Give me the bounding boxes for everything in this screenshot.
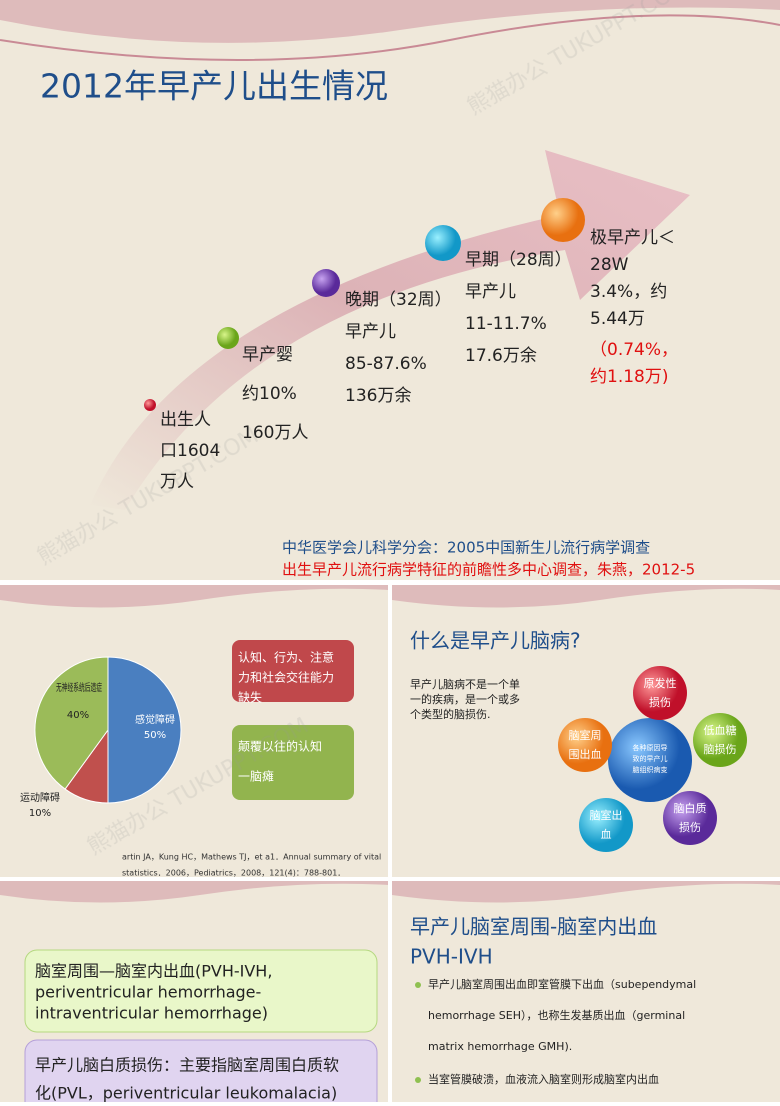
slide-title: 2012年早产儿出生情况 bbox=[40, 67, 388, 106]
stage-text: 160万人 bbox=[242, 423, 308, 443]
node-text: 脑损伤 bbox=[704, 742, 737, 756]
center-text: 各种原因导 bbox=[633, 743, 668, 752]
stage-text: 85-87.6% bbox=[345, 354, 427, 374]
node-text: 低血糖 bbox=[704, 723, 737, 737]
stage-text: 口1604 bbox=[160, 441, 220, 461]
stage-text: 万人 bbox=[160, 472, 194, 492]
body-text: 一的疾病，是一个或多 bbox=[410, 692, 520, 706]
slide-title: PVH-IVH bbox=[410, 945, 493, 969]
stage-text: 早产婴 bbox=[242, 345, 293, 365]
node-text: 脑室周 bbox=[569, 728, 602, 742]
pie-label: 感觉障碍 bbox=[135, 713, 175, 726]
node-text: 损伤 bbox=[679, 820, 701, 834]
slide-title: 早产儿脑室周围-脑室内出血 bbox=[410, 915, 657, 939]
node-text: 脑白质 bbox=[674, 801, 707, 815]
stage-text: 约10% bbox=[242, 384, 297, 404]
stage-note: （0.74%， bbox=[590, 340, 678, 360]
node-text: 围出血 bbox=[569, 747, 602, 761]
box-text: 颠覆以往的认知 bbox=[238, 739, 322, 754]
bullet-text: 当室管膜破溃，血液流入脑室则形成脑室内出血 bbox=[428, 1072, 659, 1086]
pie-label: 无神经系统后遗症 bbox=[56, 681, 102, 694]
box-text: periventricular hemorrhage- bbox=[35, 983, 261, 1002]
pie-slice bbox=[107, 656, 182, 804]
slide-title: 什么是早产儿脑病? bbox=[410, 629, 581, 653]
reference: artin JA，Kung HC，Mathews TJ，et a1．Annual… bbox=[122, 853, 381, 862]
node-text: 损伤 bbox=[649, 695, 671, 709]
box-text: 一脑瘫 bbox=[238, 769, 274, 784]
box-text: 认知、行为、注意 bbox=[238, 650, 334, 665]
node-text: 血 bbox=[601, 827, 612, 841]
stage-note: 约1.18万) bbox=[590, 367, 668, 387]
stage-text: 17.6万余 bbox=[465, 346, 537, 366]
pie-label: 运动障碍 bbox=[20, 791, 60, 804]
bullet-text: hemorrhage SEH），也称生发基质出血（germinal bbox=[428, 1008, 685, 1022]
stage-text: 出生人 bbox=[160, 410, 211, 430]
stage-text: 早产儿 bbox=[345, 322, 396, 342]
box-text: intraventricular hemorrhage) bbox=[35, 1004, 268, 1023]
stage-text: 136万余 bbox=[345, 386, 411, 406]
box-text: 力和社会交往能力 bbox=[238, 670, 334, 685]
body-text: 个类型的脑损伤. bbox=[410, 707, 491, 721]
reference: 中华医学会儿科学分会：2005中国新生儿流行病学调查 bbox=[282, 539, 650, 557]
center-text: 脑组织病变 bbox=[633, 765, 668, 774]
pie-value: 40% bbox=[67, 710, 89, 721]
stage-text: 晚期（32周） bbox=[345, 290, 452, 310]
stage-text: 3.4%，约 bbox=[590, 282, 667, 302]
pie-value: 50% bbox=[144, 730, 166, 741]
reference: statistics．2006，Pediatrics，2008，121(4)：7… bbox=[122, 869, 345, 878]
stage-text: 11-11.7% bbox=[465, 314, 547, 334]
box-text: 化(PVL，periventricular leukomalacia) bbox=[35, 1084, 337, 1103]
stage-text: 早期（28周） bbox=[465, 250, 572, 270]
box-text: 脑室周围—脑室内出血(PVH-IVH, bbox=[35, 962, 272, 981]
pie-slice bbox=[34, 656, 109, 790]
stage-text: 28W bbox=[590, 255, 629, 275]
box-text: 缺失 bbox=[238, 690, 262, 705]
node-text: 原发性 bbox=[644, 676, 677, 690]
reference: 出生早产儿流行病学特征的前瞻性多中心调查，朱燕，2012-5 bbox=[282, 561, 695, 579]
stage-text: 早产儿 bbox=[465, 282, 516, 302]
stage-text: 极早产儿＜ bbox=[590, 228, 675, 248]
stage-text: 5.44万 bbox=[590, 309, 645, 329]
pie-value: 10% bbox=[29, 808, 51, 819]
body-text: 早产儿脑病不是一个单 bbox=[410, 677, 520, 691]
box-text: 早产儿脑白质损伤：主要指脑室周围白质软 bbox=[35, 1056, 339, 1075]
bullet-text: matrix hemorrhage GMH). bbox=[428, 1040, 572, 1053]
center-text: 致的早产儿 bbox=[633, 754, 668, 763]
bullet-text: 早产儿脑室周围出血即室管膜下出血（subependymal bbox=[428, 977, 696, 991]
node-text: 脑室出 bbox=[590, 808, 623, 822]
